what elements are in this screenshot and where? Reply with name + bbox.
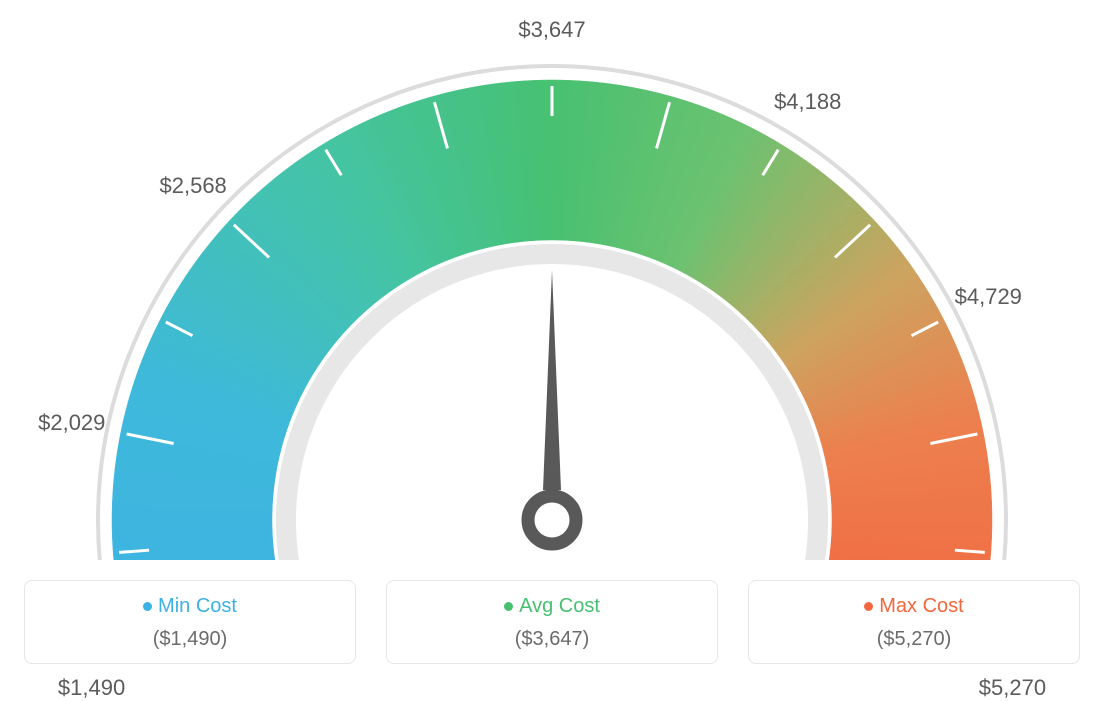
legend-card-avg: Avg Cost ($3,647) [386,580,718,664]
scale-label: $4,188 [774,89,841,115]
legend-title-text: Avg Cost [519,595,600,617]
gauge-svg [0,0,1104,560]
legend-card-min: Min Cost ($1,490) [24,580,356,664]
legend-row: Min Cost ($1,490) Avg Cost ($3,647) Max … [0,580,1104,664]
legend-title-text: Max Cost [879,595,963,617]
dot-icon [143,602,152,611]
dot-icon [864,602,873,611]
legend-value-min: ($1,490) [35,628,345,651]
scale-label: $2,568 [160,173,227,199]
scale-label: $3,647 [518,17,585,43]
scale-label: $2,029 [38,410,105,436]
scale-label: $4,729 [955,284,1022,310]
scale-label: $5,270 [979,675,1046,701]
legend-title-avg: Avg Cost [397,595,707,618]
scale-label: $1,490 [58,675,125,701]
gauge-chart: $1,490$2,029$2,568$3,647$4,188$4,729$5,2… [0,0,1104,560]
legend-title-min: Min Cost [35,595,345,618]
legend-value-avg: ($3,647) [397,628,707,651]
legend-title-max: Max Cost [759,595,1069,618]
legend-title-text: Min Cost [158,595,237,617]
legend-value-max: ($5,270) [759,628,1069,651]
dot-icon [504,602,513,611]
legend-card-max: Max Cost ($5,270) [748,580,1080,664]
